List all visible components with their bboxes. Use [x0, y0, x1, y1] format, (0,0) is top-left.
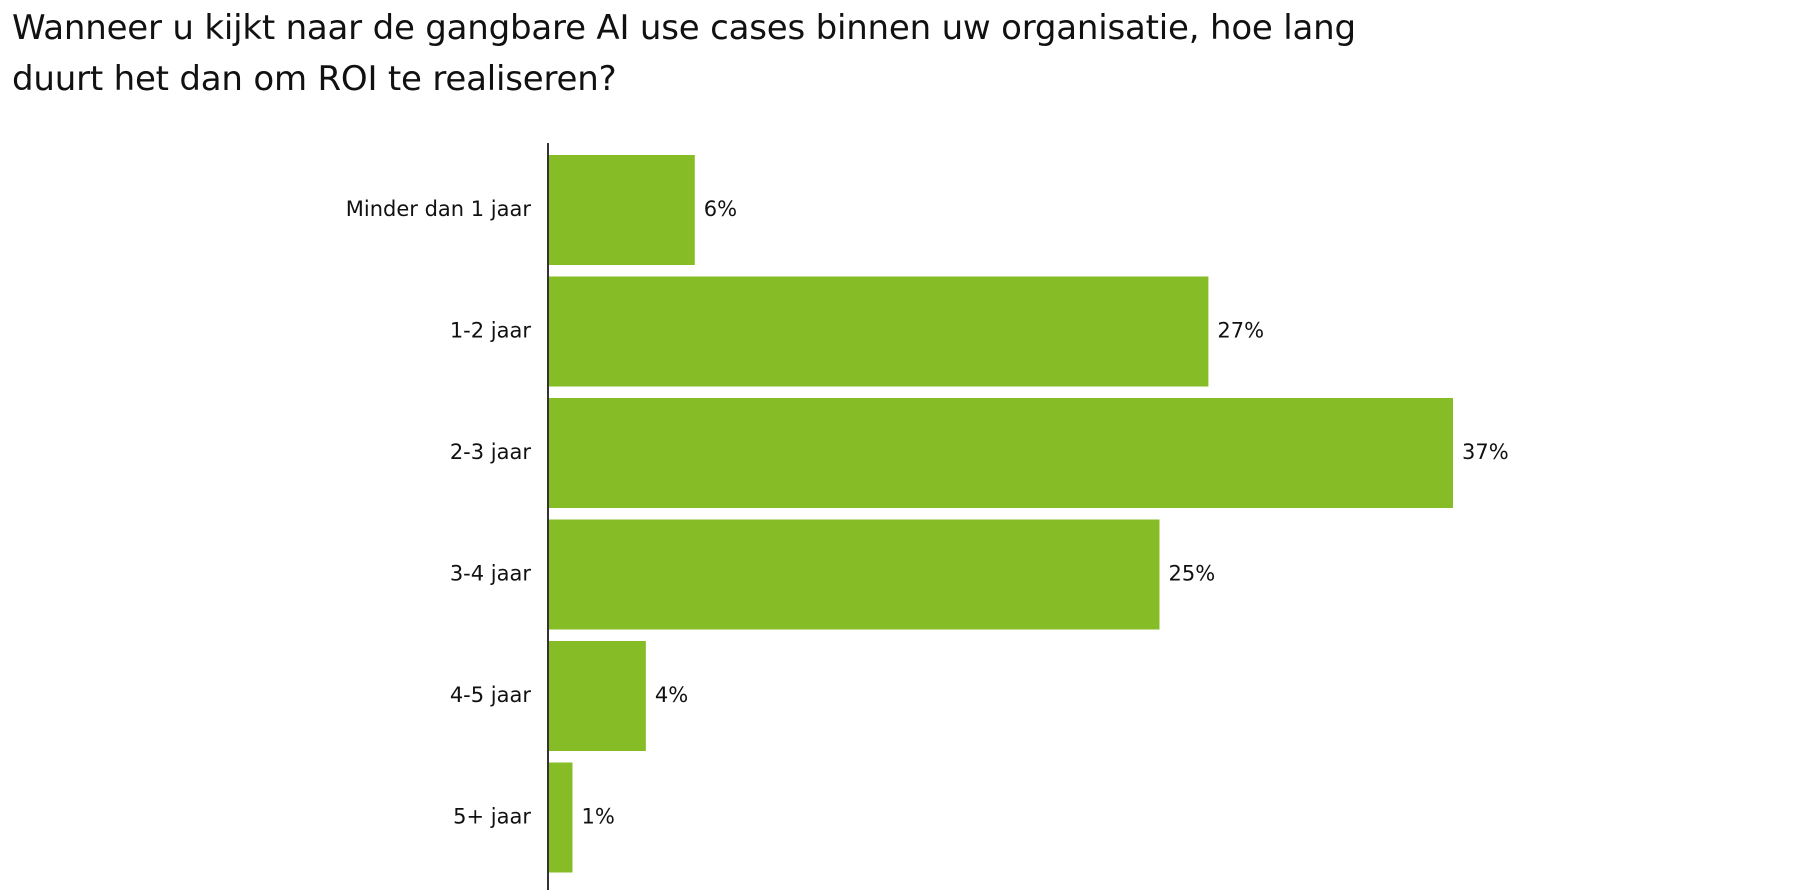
bar-2 [548, 398, 1453, 508]
category-label-5: 5+ jaar [453, 805, 531, 829]
value-label-2: 37% [1462, 440, 1509, 464]
bar-4 [548, 641, 646, 751]
category-label-1: 1-2 jaar [450, 319, 532, 343]
category-label-3: 3-4 jaar [450, 562, 532, 586]
category-label-4: 4-5 jaar [450, 683, 532, 707]
category-labels: Minder dan 1 jaar 1-2 jaar 2-3 jaar 3-4 jaa… [346, 197, 532, 829]
bars-group [548, 155, 1453, 873]
value-label-5: 1% [581, 805, 614, 829]
chart-title: Wanneer u kijkt naar de gangbare AI use … [12, 8, 1356, 99]
bar-3 [548, 519, 1160, 630]
value-label-1: 27% [1217, 319, 1264, 343]
value-label-3: 25% [1168, 562, 1215, 586]
bar-1 [548, 276, 1209, 387]
category-label-0: Minder dan 1 jaar [346, 197, 532, 221]
category-label-2: 2-3 jaar [450, 440, 532, 464]
bar-0 [548, 155, 695, 265]
value-labels: 6% 27% 37% 25% 4% 1% [581, 197, 1508, 829]
value-label-0: 6% [704, 197, 737, 221]
value-label-4: 4% [655, 683, 688, 707]
bar-5 [548, 762, 573, 873]
